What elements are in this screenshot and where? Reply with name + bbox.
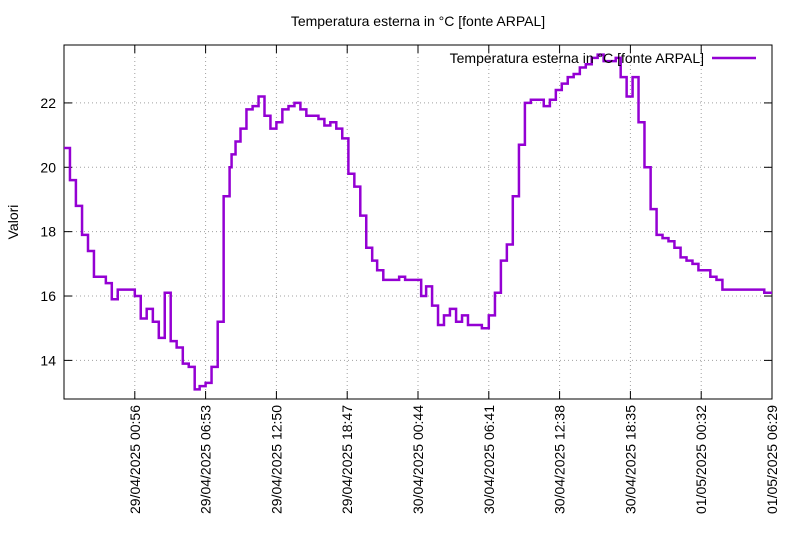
x-tick-label: 30/04/2025 06:41 <box>481 405 497 514</box>
x-tick-label: 30/04/2025 12:38 <box>552 405 568 514</box>
x-tick-label: 01/05/2025 06:29 <box>764 405 780 514</box>
x-tick-label: 01/05/2025 00:32 <box>693 405 709 514</box>
y-axis-label: Valori <box>5 205 21 240</box>
x-tick-label: 30/04/2025 18:35 <box>622 405 638 514</box>
x-tick-label: 29/04/2025 18:47 <box>339 405 355 514</box>
y-tick-label: 20 <box>40 159 56 175</box>
x-tick-label: 29/04/2025 00:56 <box>127 405 143 514</box>
legend-label: Temperatura esterna in °C [fonte ARPAL] <box>450 50 704 66</box>
y-tick-label: 14 <box>40 352 56 368</box>
x-tick-label: 30/04/2025 00:44 <box>410 405 426 514</box>
data-line <box>64 53 772 391</box>
x-tick-label: 29/04/2025 12:50 <box>268 405 284 514</box>
x-tick-label: 29/04/2025 06:53 <box>198 405 214 514</box>
y-tick-label: 16 <box>40 288 56 304</box>
y-tick-label: 18 <box>40 224 56 240</box>
chart-title: Temperatura esterna in °C [fonte ARPAL] <box>291 13 545 29</box>
y-tick-label: 22 <box>40 95 56 111</box>
plot-frame <box>63 44 773 400</box>
